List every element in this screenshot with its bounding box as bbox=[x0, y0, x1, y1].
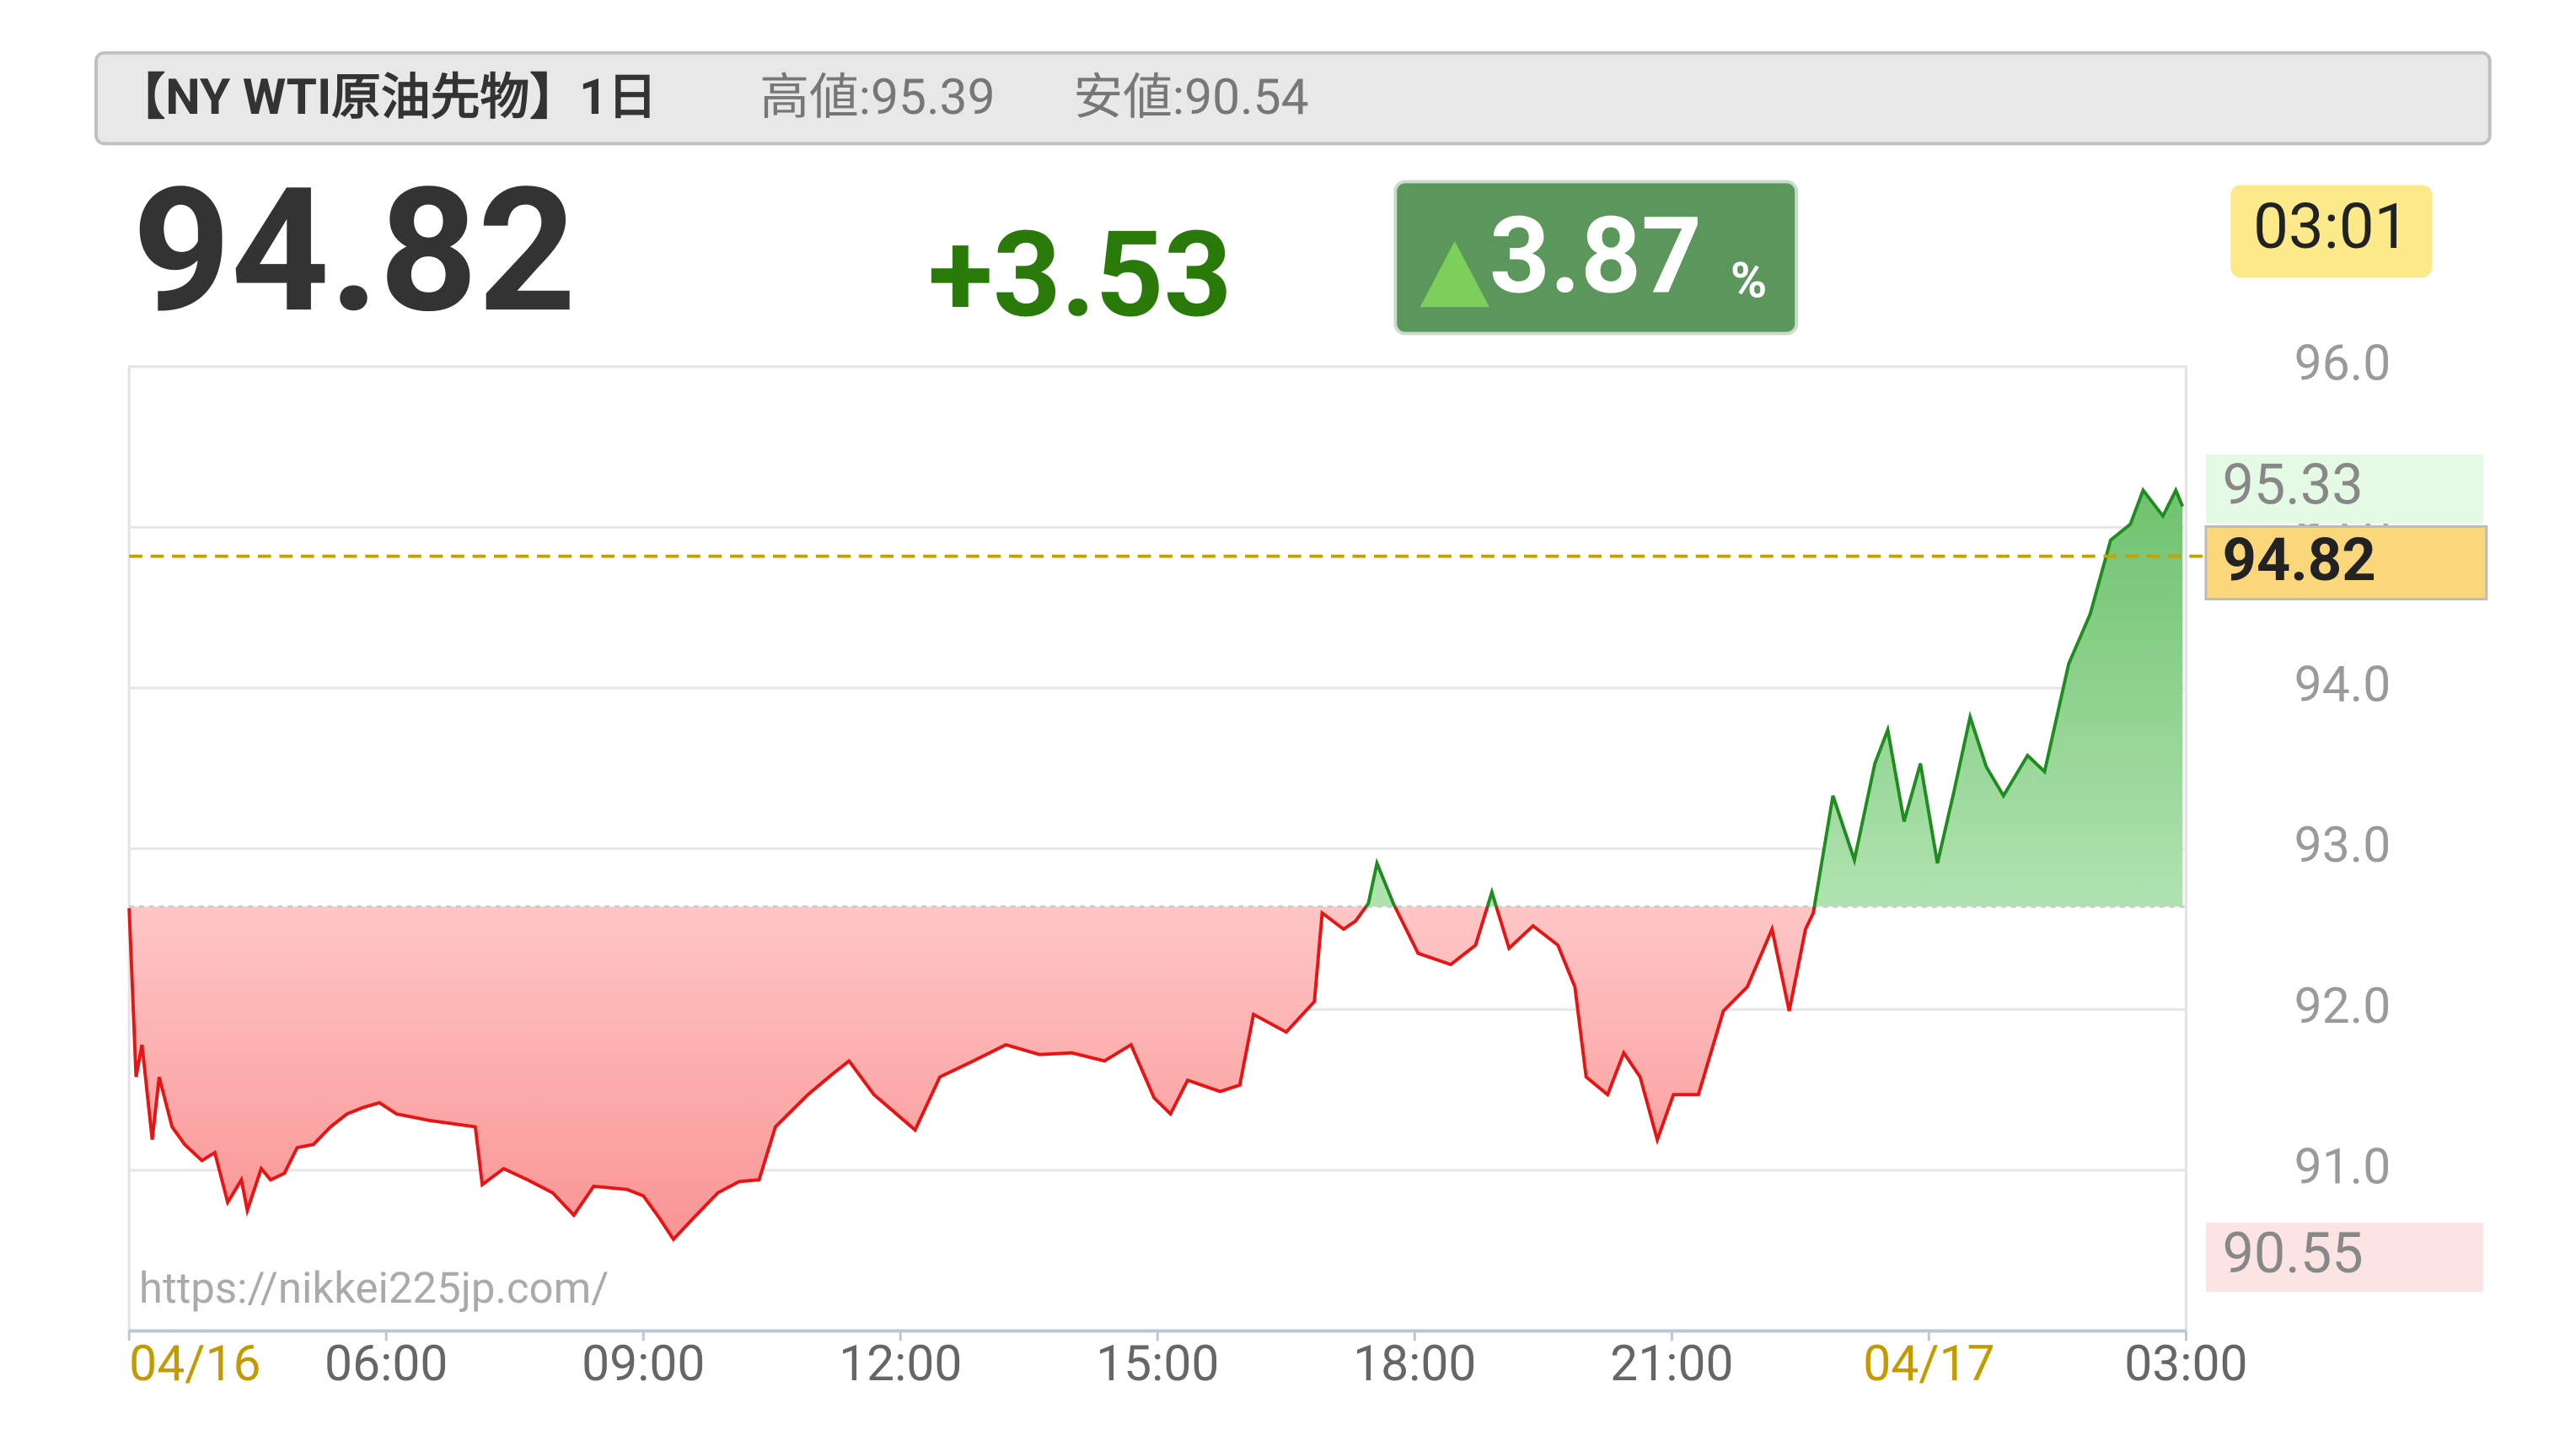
x-tick-label: 04/16 bbox=[129, 1335, 260, 1393]
watermark: https://nikkei225jp.com/ bbox=[139, 1264, 609, 1314]
up-triangle bbox=[1419, 240, 1489, 308]
time: 03:01 bbox=[2253, 191, 2409, 264]
y-tick-label: 91.0 bbox=[2294, 1137, 2391, 1196]
marker-box bbox=[2205, 454, 2483, 524]
x-tick-label: 18:00 bbox=[1353, 1335, 1476, 1393]
x-tick-label: 04/17 bbox=[1863, 1335, 1994, 1393]
x-tick-label: 21:00 bbox=[1610, 1335, 1733, 1393]
x-tick-label: 12:00 bbox=[839, 1335, 962, 1393]
current-box bbox=[2204, 524, 2488, 601]
time-box bbox=[2230, 185, 2433, 278]
high-label: 高値:95.39 bbox=[759, 68, 995, 126]
x-tick-label: 15:00 bbox=[1096, 1335, 1219, 1393]
y-tick-label: 93.0 bbox=[2294, 816, 2391, 874]
x-tick-label: 09:00 bbox=[582, 1335, 705, 1393]
x-tick-label: 06:00 bbox=[325, 1335, 448, 1393]
x-tick-label: 03:00 bbox=[2124, 1335, 2247, 1393]
pct-box bbox=[1393, 180, 1799, 336]
marker-label: 95.33 bbox=[2222, 453, 2363, 519]
change: +3.53 bbox=[928, 206, 1232, 345]
header-bar bbox=[94, 51, 2492, 146]
y-tick-label: 94.0 bbox=[2294, 656, 2391, 714]
area bbox=[129, 490, 2183, 1239]
change-pct: 3.87 bbox=[1489, 194, 1702, 318]
price: 94.82 bbox=[132, 150, 576, 352]
pct-unit: % bbox=[1731, 251, 1767, 309]
y-tick-label: 96.0 bbox=[2294, 334, 2391, 392]
low-label: 安値:90.54 bbox=[1073, 68, 1308, 126]
chart-title: 【NY WTI原油先物】1日 bbox=[116, 68, 657, 126]
y-tick-label: 92.0 bbox=[2294, 977, 2391, 1035]
marker-label: 90.55 bbox=[2222, 1221, 2363, 1287]
plot-layer bbox=[127, 365, 2187, 1341]
marker-box bbox=[2205, 1223, 2483, 1293]
price-line bbox=[127, 486, 2185, 1242]
current-label: 94.82 bbox=[2222, 526, 2375, 595]
